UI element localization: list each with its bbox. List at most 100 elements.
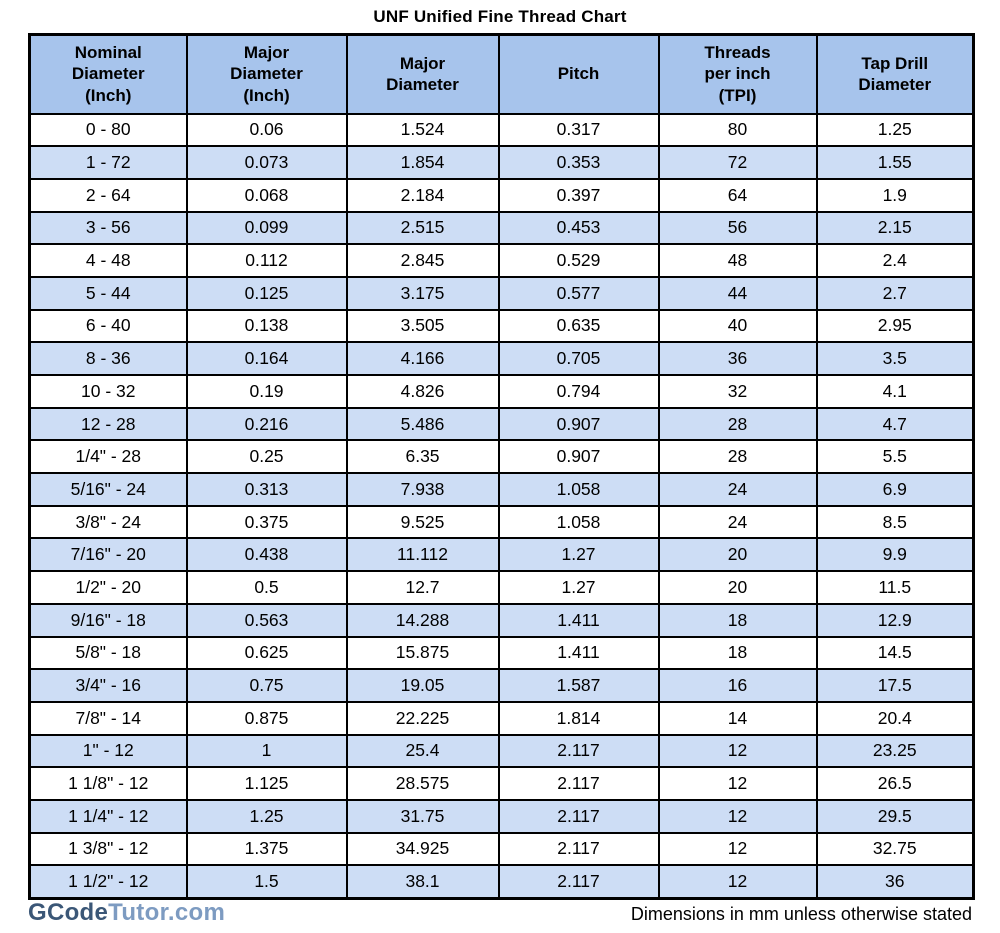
table-row: 1 1/8" - 12 1.125 28.575 2.117 12 26.5 (28, 766, 975, 801)
table-cell: 12 (657, 766, 818, 801)
table-cell: 8.5 (815, 504, 975, 540)
table-cell: 12.7 (345, 570, 500, 605)
table-cell: 2.184 (345, 177, 500, 213)
table-cell: 2.117 (497, 798, 660, 834)
table-cell: 9.9 (815, 537, 975, 573)
page-title: UNF Unified Fine Thread Chart (373, 7, 627, 26)
table-cell: 0.112 (185, 243, 348, 278)
table-cell: 6.9 (815, 472, 975, 507)
table-cell: 0.875 (185, 700, 348, 736)
table-cell: 36 (657, 341, 818, 376)
table-cell: 1.058 (497, 472, 660, 507)
table-cell: 80 (657, 112, 818, 148)
table-cell: 0.635 (497, 308, 660, 344)
table-cell: 1.25 (185, 798, 348, 834)
table-cell: 2.117 (497, 831, 660, 867)
table-cell: 3.175 (345, 275, 500, 311)
table-cell: 64 (657, 177, 818, 213)
table-cell: 0.577 (497, 275, 660, 311)
table-cell: 12 - 28 (28, 406, 188, 442)
table-cell: 12 (657, 733, 818, 769)
table-cell: 1.375 (185, 831, 348, 867)
table-cell: 1/2" - 20 (28, 570, 188, 605)
table-row: 0 - 80 0.06 1.524 0.317 80 1.25 (28, 112, 975, 148)
table-cell: 1.125 (185, 766, 348, 801)
table-row: 9/16" - 18 0.563 14.288 1.411 18 12.9 (28, 602, 975, 638)
table-cell: 3/4" - 16 (28, 668, 188, 703)
table-row: 12 - 28 0.216 5.486 0.907 28 4.7 (28, 406, 975, 442)
table-cell: 5.486 (345, 406, 500, 442)
table-cell: 24 (657, 504, 818, 540)
table-cell: 5 - 44 (28, 275, 188, 311)
table-cell: 0.907 (497, 439, 660, 475)
table-row: 6 - 40 0.138 3.505 0.635 40 2.95 (28, 308, 975, 344)
column-header-nominal-diameter: Nominal Diameter (Inch) (28, 33, 188, 115)
table-row: 10 - 32 0.19 4.826 0.794 32 4.1 (28, 374, 975, 409)
table-cell: 7/8" - 14 (28, 700, 188, 736)
table-cell: 36 (815, 864, 975, 899)
table-cell: 0.625 (185, 635, 348, 671)
table-cell: 1.27 (497, 570, 660, 605)
table-cell: 0.25 (185, 439, 348, 475)
table-cell: 20.4 (815, 700, 975, 736)
table-cell: 5/16" - 24 (28, 472, 188, 507)
table-row: 2 - 64 0.068 2.184 0.397 64 1.9 (28, 177, 975, 213)
table-cell: 1.27 (497, 537, 660, 573)
units-note: Dimensions in mm unless otherwise stated (630, 904, 972, 924)
table-cell: 1 1/4" - 12 (28, 798, 188, 834)
table-cell: 22.225 (345, 700, 500, 736)
table-row: 1 - 72 0.073 1.854 0.353 72 1.55 (28, 145, 975, 180)
table-cell: 5/8" - 18 (28, 635, 188, 671)
table-cell: 34.925 (345, 831, 500, 867)
table-cell: 1.814 (497, 700, 660, 736)
table-cell: 2.4 (815, 243, 975, 278)
header-row: Nominal Diameter (Inch) Major Diameter (… (28, 33, 975, 115)
table-cell: 0.397 (497, 177, 660, 213)
table-cell: 11.112 (345, 537, 500, 573)
table-cell: 2.15 (815, 210, 975, 246)
table-cell: 10 - 32 (28, 374, 188, 409)
table-cell: 1.854 (345, 145, 500, 180)
table-cell: 0.125 (185, 275, 348, 311)
table-cell: 1.411 (497, 602, 660, 638)
table-cell: 20 (657, 570, 818, 605)
table-cell: 0.907 (497, 406, 660, 442)
table-cell: 1 (185, 733, 348, 769)
table-cell: 3.5 (815, 341, 975, 376)
table-cell: 4.7 (815, 406, 975, 442)
table-cell: 0.375 (185, 504, 348, 540)
table-cell: 25.4 (345, 733, 500, 769)
table-cell: 1.524 (345, 112, 500, 148)
table-cell: 29.5 (815, 798, 975, 834)
table-cell: 18 (657, 635, 818, 671)
table-cell: 32.75 (815, 831, 975, 867)
logo-text-primary: GCode (28, 899, 109, 926)
table-row: 3/4" - 16 0.75 19.05 1.587 16 17.5 (28, 668, 975, 703)
table-row: 5/8" - 18 0.625 15.875 1.411 18 14.5 (28, 635, 975, 671)
table-row: 1 1/2" - 12 1.5 38.1 2.117 12 36 (28, 864, 975, 899)
table-cell: 14 (657, 700, 818, 736)
table-cell: 20 (657, 537, 818, 573)
table-cell: 1.5 (185, 864, 348, 899)
column-header-tap-drill-diameter: Tap Drill Diameter (815, 33, 975, 115)
table-cell: 12 (657, 831, 818, 867)
table-cell: 18 (657, 602, 818, 638)
table-cell: 28.575 (345, 766, 500, 801)
table-cell: 0.317 (497, 112, 660, 148)
table-header: Nominal Diameter (Inch) Major Diameter (… (28, 33, 975, 115)
table-cell: 0 - 80 (28, 112, 188, 148)
table-cell: 0.75 (185, 668, 348, 703)
table-cell: 0.705 (497, 341, 660, 376)
table-cell: 44 (657, 275, 818, 311)
column-header-tpi: Threads per inch (TPI) (657, 33, 818, 115)
table-cell: 0.138 (185, 308, 348, 344)
table-cell: 8 - 36 (28, 341, 188, 376)
table-cell: 28 (657, 439, 818, 475)
table-cell: 23.25 (815, 733, 975, 769)
table-row: 1" - 12 1 25.4 2.117 12 23.25 (28, 733, 975, 769)
table-cell: 0.06 (185, 112, 348, 148)
table-cell: 1 3/8" - 12 (28, 831, 188, 867)
table-cell: 48 (657, 243, 818, 278)
table-cell: 7.938 (345, 472, 500, 507)
table-cell: 4 - 48 (28, 243, 188, 278)
